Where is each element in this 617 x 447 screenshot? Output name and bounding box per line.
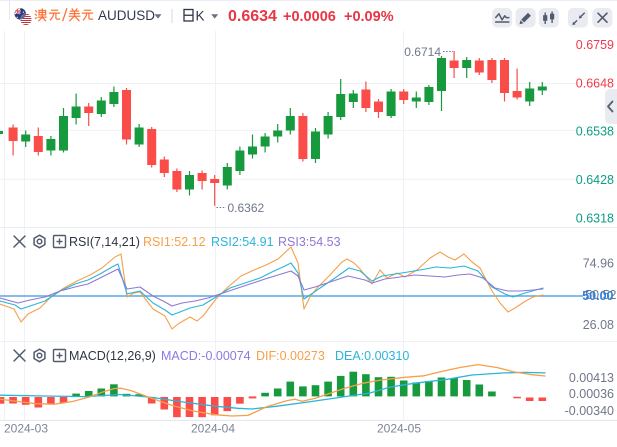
svg-text:2024-05: 2024-05 — [377, 422, 421, 436]
svg-text:0.6362: 0.6362 — [228, 201, 265, 215]
svg-text:0.00036: 0.00036 — [569, 387, 614, 401]
svg-text:-0.00340: -0.00340 — [565, 404, 614, 418]
svg-text:2024-03: 2024-03 — [4, 422, 48, 436]
svg-text:AUDUSD: AUDUSD — [98, 8, 155, 23]
svg-text:2024-04: 2024-04 — [191, 422, 235, 436]
svg-text:RSI2:54.91: RSI2:54.91 — [211, 235, 274, 249]
svg-text:26.08: 26.08 — [583, 318, 614, 332]
svg-text:K: K — [196, 9, 205, 24]
svg-text:+0.0006: +0.0006 — [283, 9, 336, 25]
svg-text:0.6634: 0.6634 — [228, 8, 277, 25]
svg-text:DEA:0.00310: DEA:0.00310 — [335, 349, 409, 363]
svg-text:RSI3:54.53: RSI3:54.53 — [278, 235, 341, 249]
svg-text:50.00: 50.00 — [582, 289, 613, 303]
svg-text:DIF:0.00273: DIF:0.00273 — [256, 349, 325, 363]
svg-text:+0.09%: +0.09% — [344, 9, 394, 25]
svg-text:0.6648: 0.6648 — [576, 77, 614, 91]
svg-text:0.6759: 0.6759 — [576, 38, 614, 52]
svg-text:0.6428: 0.6428 — [576, 173, 614, 187]
svg-text:RSI1:52.12: RSI1:52.12 — [143, 235, 206, 249]
svg-text:0.6538: 0.6538 — [576, 125, 614, 139]
svg-text:0.6714: 0.6714 — [404, 45, 441, 59]
svg-text:0.00413: 0.00413 — [569, 371, 614, 385]
svg-text:74.96: 74.96 — [583, 257, 614, 271]
svg-text:0.6318: 0.6318 — [576, 212, 614, 226]
svg-text:MACD:-0.00074: MACD:-0.00074 — [161, 349, 251, 363]
svg-text:RSI(7,14,21): RSI(7,14,21) — [69, 235, 140, 249]
svg-text:50.52: 50.52 — [585, 288, 616, 302]
svg-text:MACD(12,26,9): MACD(12,26,9) — [69, 349, 156, 363]
